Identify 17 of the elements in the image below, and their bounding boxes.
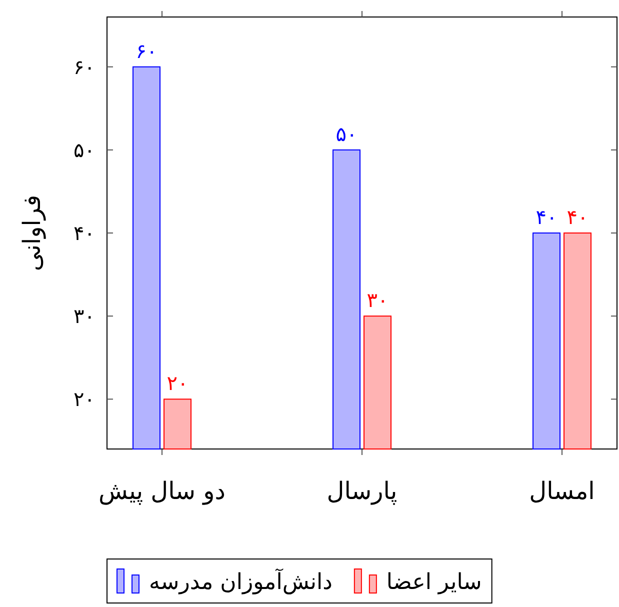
y-axis-title: فراوانی [18,194,46,272]
data-label: ۴۰ [566,205,588,229]
legend-label: سایر اعضا [386,570,482,595]
data-label: ۵۰ [336,122,358,146]
y-tick-label: ۵۰ [74,138,95,162]
legend-label: دانش‌آموزان مدرسه [149,568,332,595]
data-label: ۴۰ [536,205,558,229]
x-tick-label: پارسال [326,477,398,505]
x-tick-label: دو سال پیش [98,477,226,505]
y-tick-label: ۲۰ [74,387,95,412]
data-label: ۲۰ [166,371,188,396]
data-label: ۳۰ [366,288,388,312]
y-tick-label: ۴۰ [74,221,95,245]
y-tick-label: ۶۰ [74,54,95,79]
y-tick-label: ۳۰ [74,304,95,328]
x-tick-label: امسال [529,477,595,505]
data-label: ۶۰ [136,38,158,63]
